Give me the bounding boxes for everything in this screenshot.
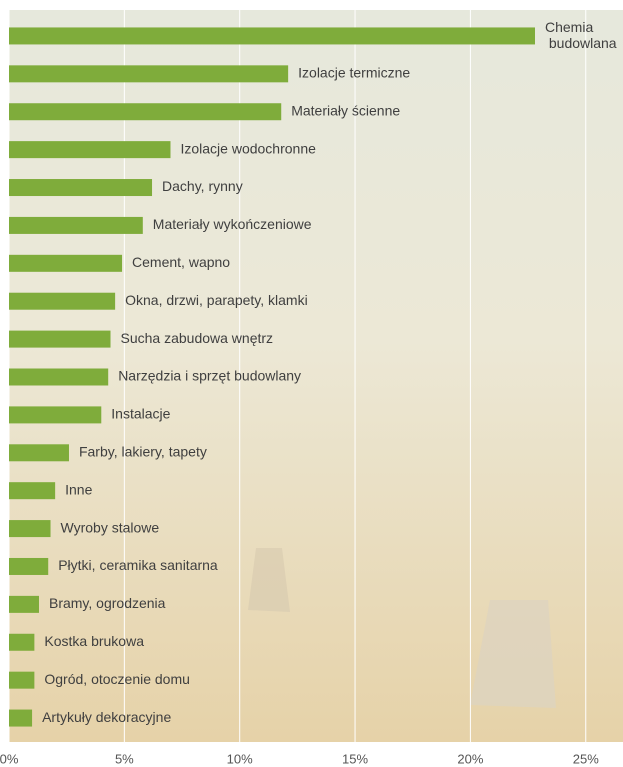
bar [9, 292, 116, 310]
bar [9, 27, 535, 45]
x-tick-label: 20% [457, 751, 483, 766]
x-tick-label: 0% [0, 751, 19, 766]
bar-label: Dachy, rynny [162, 178, 243, 194]
bar-label: Bramy, ogrodzenia [49, 595, 166, 611]
bar-label: Chemia budowlana [545, 19, 617, 51]
bar-label: Cement, wapno [132, 254, 230, 270]
bar-label: Materiały ścienne [291, 102, 400, 118]
bar [9, 65, 289, 83]
bar-label: Kostka brukowa [44, 633, 144, 649]
x-tick-label: 15% [342, 751, 368, 766]
bar [9, 520, 51, 538]
bar [9, 179, 153, 197]
x-tick-label: 10% [227, 751, 253, 766]
bar-label: Materiały wykończeniowe [153, 216, 312, 232]
bar-label: Sucha zabudowa wnętrz [121, 330, 274, 346]
bar [9, 216, 143, 234]
bar-label: Izolacje wodochronne [180, 140, 316, 156]
background-decoration [470, 600, 556, 708]
x-tick-label: 25% [573, 751, 599, 766]
bar [9, 557, 49, 575]
bar-label: Izolacje termiczne [298, 65, 410, 81]
bar-label: Inne [65, 481, 92, 497]
bar-label: Ogród, otoczenie domu [44, 671, 190, 687]
bar-label: Instalacje [111, 406, 170, 422]
bar-label: Płytki, ceramika sanitarna [58, 557, 218, 573]
bar [9, 141, 171, 159]
bar-label: Artykuły dekoracyjne [42, 709, 171, 725]
background-decoration [248, 548, 290, 612]
bar [9, 595, 39, 613]
bar [9, 444, 69, 462]
bar [9, 633, 35, 651]
bar-label: Okna, drzwi, parapety, klamki [125, 292, 308, 308]
bar-label: Wyroby stalowe [61, 519, 160, 535]
x-tick-label: 5% [115, 751, 134, 766]
bar [9, 103, 282, 121]
bar [9, 709, 33, 727]
bar [9, 482, 56, 500]
bar [9, 368, 109, 386]
bar-label: Farby, lakiery, tapety [79, 443, 207, 459]
bar [9, 671, 35, 689]
bar-label: Narzędzia i sprzęt budowlany [118, 368, 301, 384]
bar [9, 406, 102, 424]
bar [9, 254, 123, 272]
bar [9, 330, 111, 348]
